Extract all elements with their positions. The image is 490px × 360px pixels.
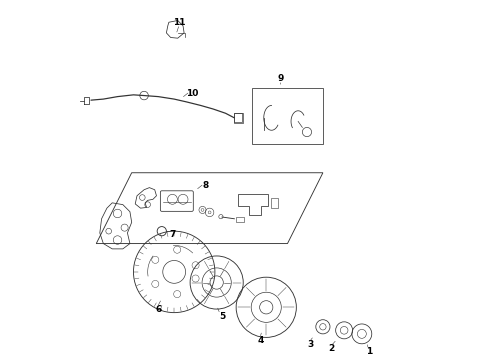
Text: 6: 6 <box>155 305 161 314</box>
Bar <box>236 217 244 222</box>
Bar <box>271 198 278 208</box>
Text: 10: 10 <box>186 89 198 98</box>
Text: 7: 7 <box>169 230 175 239</box>
Text: 2: 2 <box>329 343 335 352</box>
Text: 9: 9 <box>277 75 284 84</box>
Bar <box>234 113 243 123</box>
Text: 11: 11 <box>173 18 186 27</box>
Text: 1: 1 <box>366 347 372 356</box>
Text: 4: 4 <box>258 337 264 346</box>
Text: 3: 3 <box>307 340 314 349</box>
Text: 8: 8 <box>203 181 209 190</box>
Bar <box>252 88 323 144</box>
Text: 5: 5 <box>219 312 225 321</box>
